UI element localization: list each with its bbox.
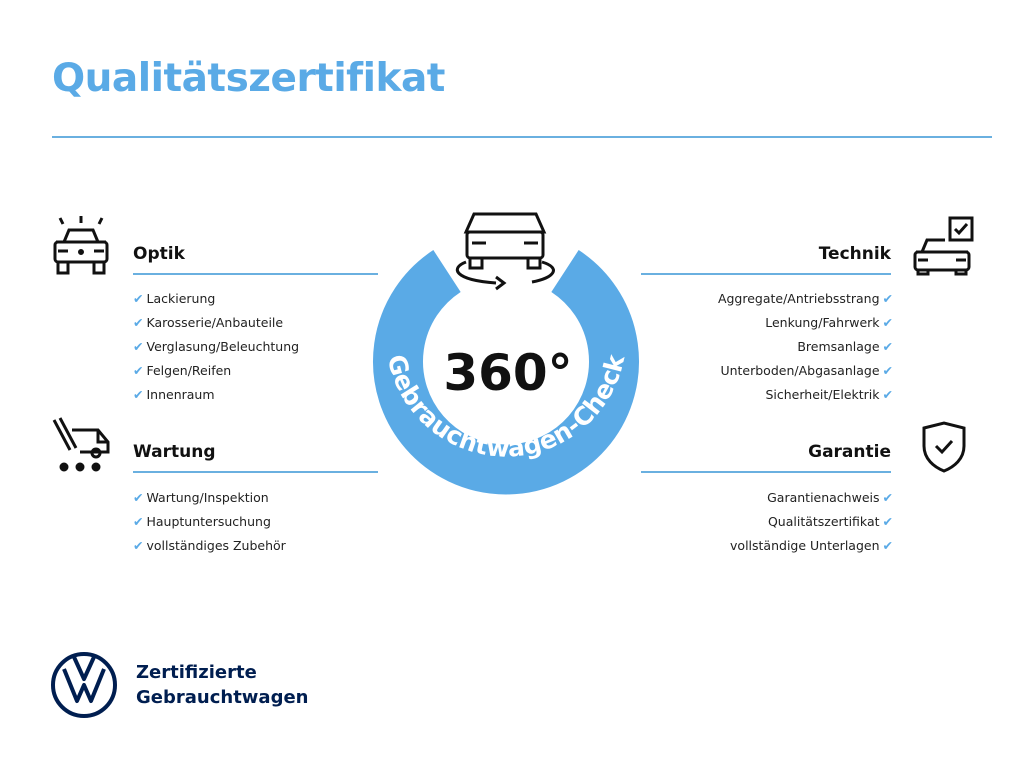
check-icon: ✔: [882, 538, 893, 553]
car-lights-icon: [50, 214, 112, 278]
list-item: Sicherheit/Elektrik ✔: [765, 387, 893, 402]
garantie-list: Garantienachweis ✔ Qualitätszertifikat ✔ v…: [600, 486, 896, 558]
check-icon: ✔: [882, 514, 893, 529]
list-item: ✔ Lackierung: [133, 291, 216, 306]
section-divider: [641, 471, 891, 473]
list-item: Aggregate/Antriebsstrang ✔: [717, 291, 893, 306]
check-icon: ✔: [133, 490, 144, 505]
list-item: ✔ Verglasung/Beleuchtung: [133, 339, 300, 354]
degrees-label: 360°: [443, 344, 572, 402]
check-icon: ✔: [133, 315, 144, 330]
list-item: ✔ Karosserie/Anbauteile: [133, 315, 284, 330]
list-item: ✔ Felgen/Reifen: [133, 363, 232, 378]
check-icon: ✔: [133, 291, 144, 306]
section-title-technik: Technik: [818, 244, 891, 264]
list-item: Lenkung/Fahrwerk ✔: [765, 315, 893, 330]
section-divider: [133, 273, 378, 275]
brand-text: Zertifizierte Gebrauchtwagen: [136, 662, 309, 708]
check-icon: ✔: [882, 291, 893, 306]
shield-check-icon: [920, 420, 968, 474]
list-item: ✔ Wartung/Inspektion: [133, 490, 269, 505]
vw-logo-icon: [51, 652, 117, 718]
check-icon: ✔: [133, 387, 144, 402]
list-item: ✔ vollständiges Zubehör: [133, 538, 286, 553]
car-checklist-icon: [912, 214, 976, 278]
optik-list: ✔ Lackierung ✔ Karosserie/Anbauteile ✔ Verg…: [130, 287, 299, 407]
check-icon: ✔: [133, 339, 144, 354]
section-title-garantie: Garantie: [808, 442, 891, 462]
list-item: Garantienachweis ✔: [767, 490, 893, 505]
list-item: Unterboden/Abgasanlage ✔: [720, 363, 893, 378]
rotating-car-icon: [455, 212, 555, 291]
page-title: Qualitätszertifikat: [52, 56, 445, 101]
list-item: ✔ Innenraum: [133, 387, 215, 402]
section-divider: [641, 273, 891, 275]
service-car-icon: [50, 416, 114, 474]
ring: [373, 250, 639, 495]
wartung-list: ✔ Wartung/Inspektion ✔ Hauptuntersuchung ✔…: [130, 486, 286, 558]
check-icon: ✔: [882, 387, 893, 402]
list-item: vollständige Unterlagen ✔: [730, 538, 893, 553]
section-divider: [133, 471, 378, 473]
check-icon: ✔: [882, 363, 893, 378]
check-icon: ✔: [882, 315, 893, 330]
divider: [52, 136, 992, 138]
check-icon: ✔: [133, 538, 144, 553]
check-icon: ✔: [882, 339, 893, 354]
list-item: Qualitätszertifikat ✔: [767, 514, 893, 529]
check-icon: ✔: [133, 363, 144, 378]
section-title-wartung: Wartung: [133, 442, 216, 462]
list-item: ✔ Hauptuntersuchung: [133, 514, 271, 529]
section-title-optik: Optik: [133, 244, 185, 264]
check-icon: ✔: [133, 514, 144, 529]
check-icon: ✔: [882, 490, 893, 505]
technik-list: Aggregate/Antriebsstrang ✔ Lenkung/Fahrwe…: [600, 287, 896, 407]
list-item: Bremsanlage ✔: [797, 339, 893, 354]
